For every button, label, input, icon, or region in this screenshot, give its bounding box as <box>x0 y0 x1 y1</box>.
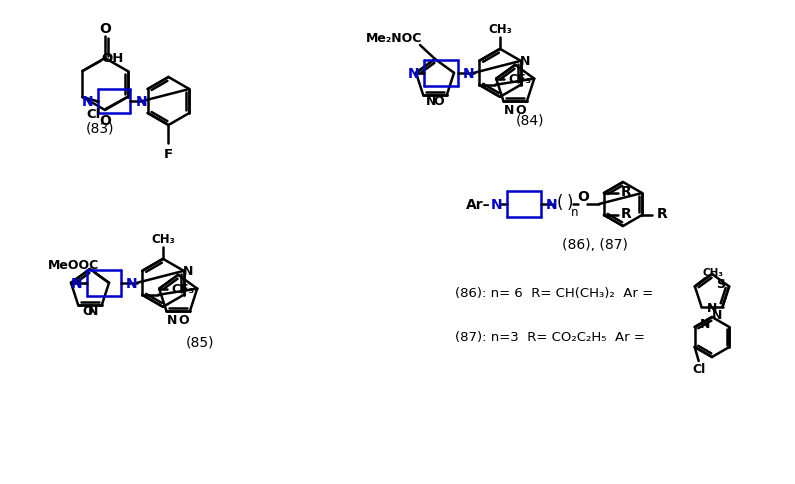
Text: N: N <box>82 95 94 109</box>
Text: CH₃: CH₃ <box>702 268 723 278</box>
Text: (83): (83) <box>86 121 114 135</box>
Text: CH₃: CH₃ <box>488 23 512 36</box>
Text: N: N <box>707 301 717 314</box>
Text: ): ) <box>567 194 573 212</box>
Text: O: O <box>516 103 526 116</box>
Text: (: ( <box>557 194 564 212</box>
Text: Me₂NOC: Me₂NOC <box>366 31 422 45</box>
Text: O: O <box>577 190 589 204</box>
Text: CF₃: CF₃ <box>172 283 195 296</box>
Text: S: S <box>716 277 726 290</box>
Text: R: R <box>621 207 631 221</box>
Text: N: N <box>546 197 557 212</box>
Text: O: O <box>433 94 444 107</box>
Text: OH: OH <box>101 52 124 65</box>
Text: R: R <box>621 184 631 198</box>
Text: O: O <box>99 114 111 128</box>
Text: O: O <box>82 304 92 317</box>
Text: N: N <box>126 276 138 290</box>
Text: Ar–: Ar– <box>467 197 491 212</box>
Text: N: N <box>426 94 436 107</box>
Text: (84): (84) <box>516 113 545 127</box>
Text: N: N <box>712 308 722 321</box>
Text: N: N <box>520 55 530 68</box>
Text: CF₃: CF₃ <box>509 73 532 86</box>
Text: Cl: Cl <box>87 107 101 120</box>
Text: N: N <box>183 265 193 278</box>
Text: O: O <box>179 313 189 326</box>
Text: N: N <box>135 95 147 109</box>
Text: (86): n= 6  R= CH(CH₃)₂  Ar =: (86): n= 6 R= CH(CH₃)₂ Ar = <box>455 286 653 299</box>
Text: N: N <box>70 276 82 290</box>
Text: N: N <box>87 304 98 317</box>
Text: n: n <box>571 205 579 218</box>
Text: Cl: Cl <box>692 363 705 376</box>
Text: O: O <box>99 22 111 36</box>
Text: (85): (85) <box>186 335 214 349</box>
Text: N: N <box>700 318 710 331</box>
Text: F: F <box>164 147 173 160</box>
Text: N: N <box>463 67 475 81</box>
Text: CH₃: CH₃ <box>151 233 175 246</box>
Text: N: N <box>504 103 514 116</box>
Text: N: N <box>407 67 419 81</box>
Text: R: R <box>657 207 668 221</box>
Text: N: N <box>167 313 177 326</box>
Text: (87): n=3  R= CO₂C₂H₅  Ar =: (87): n=3 R= CO₂C₂H₅ Ar = <box>455 331 645 344</box>
Text: (86), (87): (86), (87) <box>562 238 628 252</box>
Text: N: N <box>491 197 502 212</box>
Text: MeOOC: MeOOC <box>48 259 99 272</box>
